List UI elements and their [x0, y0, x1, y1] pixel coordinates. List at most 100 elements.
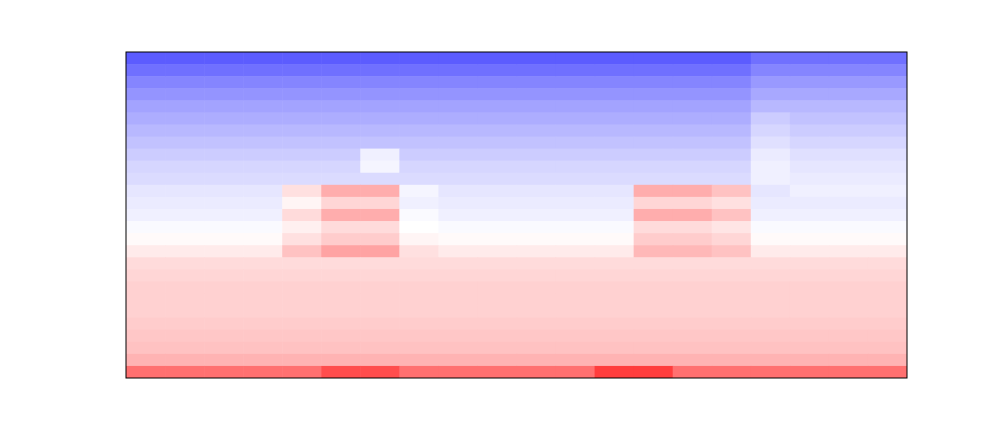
- cell: [556, 342, 596, 355]
- cell: [438, 185, 478, 198]
- cell: [243, 245, 283, 258]
- cell: [751, 330, 791, 343]
- cell: [321, 124, 361, 137]
- cell: [517, 281, 557, 294]
- cell: [790, 149, 830, 162]
- cell: [517, 173, 557, 186]
- cell: [477, 88, 517, 101]
- cell: [712, 112, 752, 125]
- cell: [790, 209, 830, 222]
- cell: [360, 209, 400, 222]
- cell: [634, 293, 674, 306]
- cell: [204, 173, 244, 186]
- cell: [634, 64, 674, 77]
- cell: [673, 64, 713, 77]
- cell: [517, 124, 557, 137]
- cell: [595, 257, 635, 270]
- cell: [282, 342, 322, 355]
- cell: [165, 173, 205, 186]
- cell: [751, 281, 791, 294]
- cell: [517, 185, 557, 198]
- cell: [282, 354, 322, 367]
- cell: [517, 137, 557, 150]
- cell: [165, 197, 205, 210]
- cell: [673, 112, 713, 125]
- cell: [165, 318, 205, 331]
- cell: [868, 233, 907, 246]
- cell: [829, 137, 869, 150]
- cell: [477, 245, 517, 258]
- cell: [204, 76, 244, 89]
- cell: [712, 306, 752, 319]
- cell: [126, 257, 166, 270]
- cell: [712, 76, 752, 89]
- cell: [595, 100, 635, 113]
- cell: [595, 124, 635, 137]
- cell: [165, 354, 205, 367]
- cell: [399, 52, 439, 65]
- cell: [868, 269, 907, 282]
- cell: [712, 137, 752, 150]
- cell: [595, 149, 635, 162]
- cell: [673, 233, 713, 246]
- cell: [438, 330, 478, 343]
- cell: [360, 197, 400, 210]
- cell: [321, 64, 361, 77]
- cell: [126, 354, 166, 367]
- cell: [634, 245, 674, 258]
- cell: [595, 245, 635, 258]
- cell: [634, 185, 674, 198]
- cell: [477, 149, 517, 162]
- cell: [243, 149, 283, 162]
- cell: [399, 173, 439, 186]
- cell: [360, 185, 400, 198]
- cell: [477, 330, 517, 343]
- cell: [321, 173, 361, 186]
- cell: [712, 293, 752, 306]
- cell: [790, 112, 830, 125]
- cell: [204, 233, 244, 246]
- cell: [868, 354, 907, 367]
- cell: [634, 233, 674, 246]
- cell: [438, 112, 478, 125]
- cell: [517, 197, 557, 210]
- cell: [477, 318, 517, 331]
- cell: [673, 88, 713, 101]
- cell: [477, 281, 517, 294]
- cell: [634, 112, 674, 125]
- cell: [556, 221, 596, 234]
- cell: [556, 185, 596, 198]
- cell: [165, 281, 205, 294]
- cell: [321, 293, 361, 306]
- cell: [126, 52, 166, 65]
- cell: [790, 197, 830, 210]
- cells: [126, 52, 907, 378]
- cell: [243, 233, 283, 246]
- cell: [790, 76, 830, 89]
- cell: [595, 293, 635, 306]
- cell: [282, 197, 322, 210]
- cell: [634, 318, 674, 331]
- cell: [712, 64, 752, 77]
- cell: [673, 293, 713, 306]
- cell: [517, 306, 557, 319]
- cell: [673, 209, 713, 222]
- cell: [868, 149, 907, 162]
- cell: [790, 306, 830, 319]
- cell: [165, 257, 205, 270]
- cell: [556, 366, 596, 378]
- cell: [243, 185, 283, 198]
- cell: [165, 76, 205, 89]
- cell: [204, 197, 244, 210]
- cell: [399, 330, 439, 343]
- cell: [126, 124, 166, 137]
- cell: [360, 137, 400, 150]
- cell: [204, 306, 244, 319]
- cell: [751, 366, 791, 378]
- cell: [360, 149, 400, 162]
- cell: [165, 161, 205, 174]
- cell: [790, 88, 830, 101]
- cell: [595, 52, 635, 65]
- cell: [126, 293, 166, 306]
- cell: [321, 161, 361, 174]
